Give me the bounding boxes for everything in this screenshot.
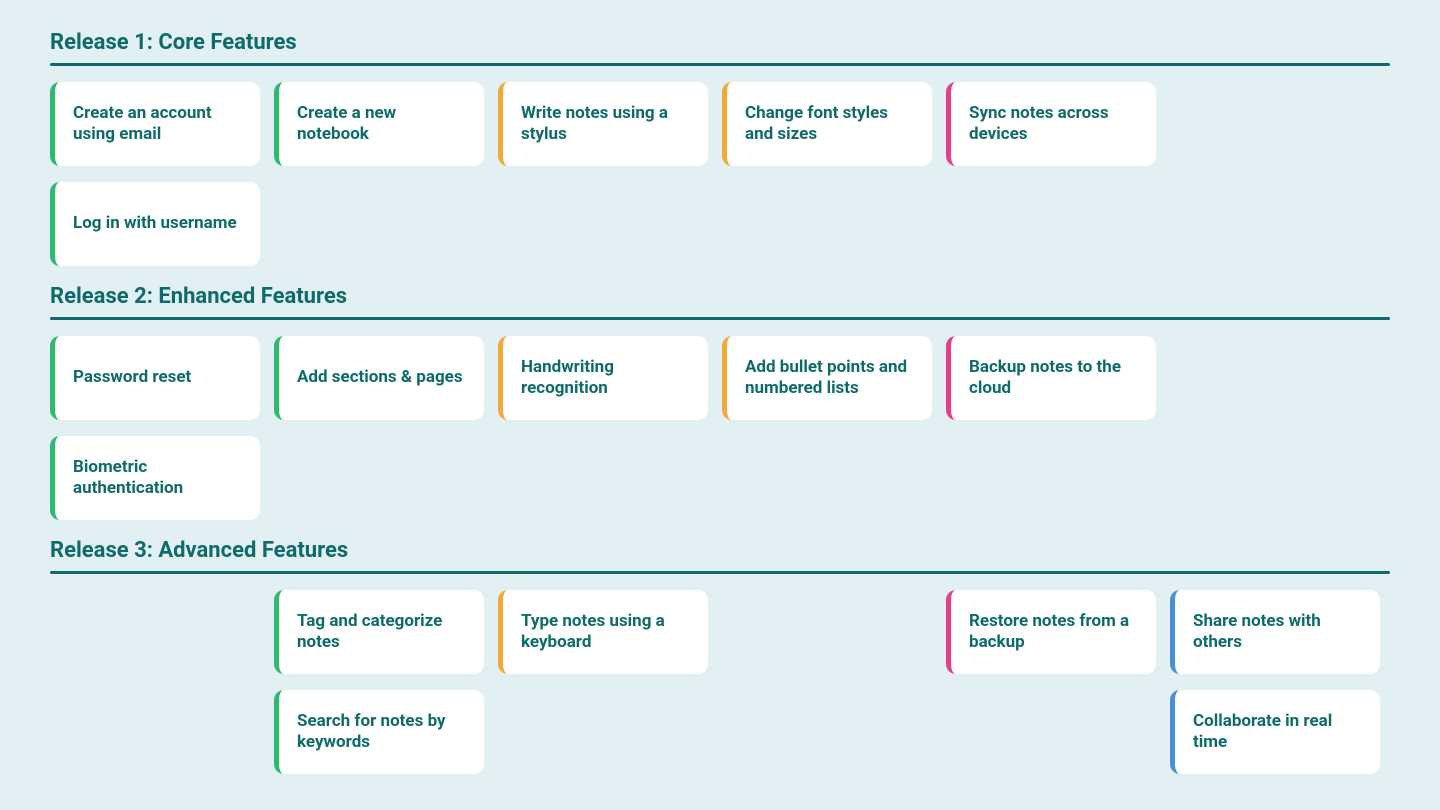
release-title: Release 3: Advanced Features [50,538,1390,563]
feature-card[interactable]: Write notes using a stylus [498,82,708,166]
feature-card[interactable]: Add bullet points and numbered lists [722,336,932,420]
release-column: Handwriting recognition [498,336,708,520]
release-column: Share notes with others Collaborate in re… [1170,590,1380,774]
release-column: Restore notes from a backup [946,590,1156,774]
release-title: Release 1: Core Features [50,30,1390,55]
feature-card[interactable]: Backup notes to the cloud [946,336,1156,420]
feature-card[interactable]: Tag and categorize notes [274,590,484,674]
release-grid: Create an account using email Log in with… [50,82,1390,266]
release-column: Type notes using a keyboard [498,590,708,774]
release-column: Sync notes across devices [946,82,1156,266]
release-column: Create a new notebook [274,82,484,266]
release-divider [50,317,1390,320]
release-column: Add sections & pages [274,336,484,520]
release-column: Write notes using a stylus [498,82,708,266]
feature-card[interactable]: Log in with username [50,182,260,266]
release-column: Backup notes to the cloud [946,336,1156,520]
release-divider [50,63,1390,66]
feature-card[interactable]: Restore notes from a backup [946,590,1156,674]
release-column: Create an account using email Log in with… [50,82,260,266]
release-grid: Tag and categorize notes Search for notes… [50,590,1390,774]
release-section: Release 1: Core Features Create an accoun… [50,30,1390,266]
feature-card[interactable]: Share notes with others [1170,590,1380,674]
release-divider [50,571,1390,574]
release-column [1170,336,1380,520]
feature-card[interactable]: Change font styles and sizes [722,82,932,166]
release-column: Tag and categorize notes Search for notes… [274,590,484,774]
release-column: Password reset Biometric authentication [50,336,260,520]
release-column [1170,82,1380,266]
release-section: Release 3: Advanced Features Tag and cate… [50,538,1390,774]
feature-card[interactable]: Search for notes by keywords [274,690,484,774]
release-column: Add bullet points and numbered lists [722,336,932,520]
feature-card[interactable]: Password reset [50,336,260,420]
feature-card[interactable]: Handwriting recognition [498,336,708,420]
feature-card[interactable]: Biometric authentication [50,436,260,520]
feature-card[interactable]: Add sections & pages [274,336,484,420]
release-roadmap: Release 1: Core Features Create an accoun… [50,30,1390,774]
release-grid: Password resetBiometric authenticationAd… [50,336,1390,520]
release-section: Release 2: Enhanced Features Password res… [50,284,1390,520]
feature-card[interactable]: Sync notes across devices [946,82,1156,166]
release-column [50,590,260,774]
release-column [722,590,932,774]
feature-card[interactable]: Create a new notebook [274,82,484,166]
release-column: Change font styles and sizes [722,82,932,266]
feature-card[interactable]: Collaborate in real time [1170,690,1380,774]
release-title: Release 2: Enhanced Features [50,284,1390,309]
feature-card[interactable]: Type notes using a keyboard [498,590,708,674]
feature-card[interactable]: Create an account using email [50,82,260,166]
